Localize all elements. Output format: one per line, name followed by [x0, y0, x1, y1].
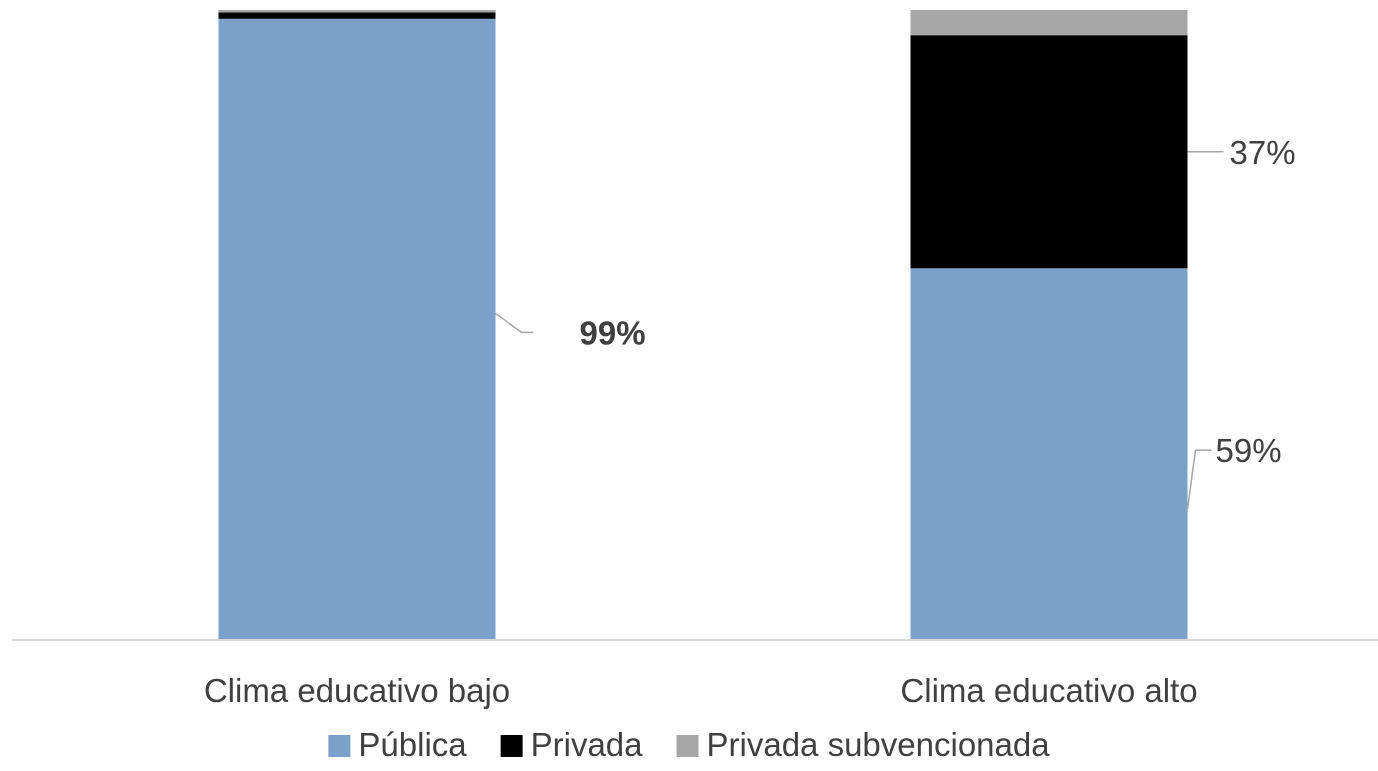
data-label-clima-educativo-alto-privada: 37%	[1230, 134, 1296, 171]
legend-swatch-privada-subvencionada	[676, 735, 699, 757]
data-label-clima-educativo-bajo-publica: 99%	[580, 314, 646, 351]
data-label-clima-educativo-alto-publica: 59%	[1216, 432, 1282, 469]
legend-swatch-privada	[500, 735, 523, 757]
legend-item-privada-subvencionada: Privada subvencionada	[676, 726, 1051, 763]
legend-label-privada-subvencionada: Privada subvencionada	[707, 726, 1051, 763]
legend-swatch-publica	[328, 735, 351, 757]
bars-group	[218, 10, 1188, 641]
legend: Pública Privada Privada subvencionada	[328, 726, 1050, 763]
bar-clima-educativo-bajo-privada	[218, 12, 496, 19]
legend-item-privada: Privada	[500, 726, 644, 763]
legend-label-publica: Pública	[358, 726, 467, 763]
leader-line-clima-educativo-bajo-publica	[495, 312, 534, 334]
bar-clima-educativo-alto-privada	[910, 35, 1188, 269]
leader-line-clima-educativo-alto-publica	[1186, 449, 1212, 510]
leader-lines-group	[495, 151, 1224, 510]
bar-clima-educativo-alto-privada-subvencionada	[910, 10, 1188, 36]
category-labels-group: Clima educativo bajo Clima educativo alto	[204, 672, 1198, 709]
legend-label-privada: Privada	[531, 726, 644, 763]
bar-clima-educativo-bajo-privada-subvencionada	[218, 10, 496, 13]
legend-item-publica: Pública	[328, 726, 467, 763]
bar-clima-educativo-bajo-publica	[218, 18, 496, 641]
bar-clima-educativo-alto-publica	[910, 268, 1188, 640]
category-label-clima-educativo-bajo: Clima educativo bajo	[204, 672, 510, 709]
category-label-clima-educativo-alto: Clima educativo alto	[900, 672, 1197, 709]
data-labels-group: 99% 37% 59%	[580, 134, 1296, 469]
